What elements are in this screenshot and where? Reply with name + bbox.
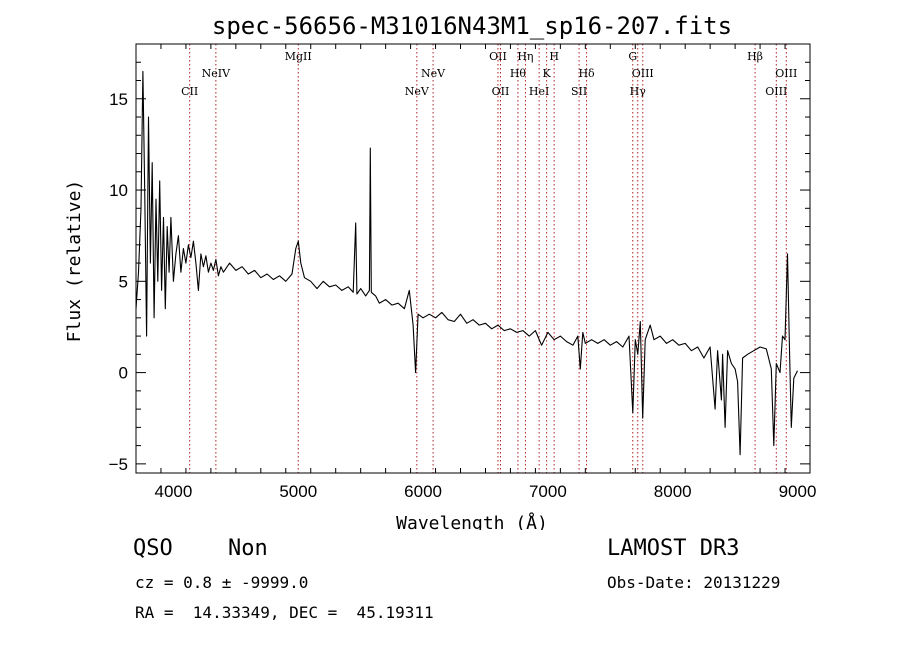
coordinates-text: RA = 14.33349, DEC = 45.19311 [135,603,434,622]
y-axis-label: Flux (relative) [64,180,85,343]
marker-label: OII [489,50,507,63]
marker-label: G [628,50,637,63]
obs-date-text: Obs-Date: 20131229 [607,573,781,592]
marker-label: OIII [765,85,787,98]
marker-label: OIII [632,67,654,80]
y-tick-label: 0 [119,364,128,383]
marker-label: OII [492,85,510,98]
x-axis-label: Wavelength (Å) [396,512,548,530]
marker-label: K [543,67,552,80]
y-tick-label: 5 [119,272,128,291]
marker-label: CII [181,85,198,98]
chart-title: spec-56656-M31016N43M1_sp16-207.fits [212,12,732,40]
marker-label: Hη [517,50,533,63]
x-tick-label: 8000 [654,482,692,501]
marker-label: NeIV [202,67,231,80]
marker-label: HeI [529,85,549,98]
y-tick-label: 10 [109,181,128,200]
y-tick-label: 15 [109,90,128,109]
marker-label: NeV [405,85,430,98]
marker-label: Hγ [630,85,647,98]
y-tick-label: −5 [109,455,128,474]
x-tick-label: 5000 [279,482,317,501]
x-tick-label: 4000 [155,482,193,501]
axes: 4000 5000 6000 7000 8000 9000 −5 0 5 10 15 [109,43,817,501]
redshift-text: cz = 0.8 ± -9999.0 [135,573,309,592]
marker-label: SII [571,85,587,98]
spectrum-chart: spec-56656-M31016N43M1_sp16-207.fits Wav… [64,12,817,534]
marker-label: OIII [775,67,797,80]
marker-label: H [549,50,559,63]
survey-label: LAMOST DR3 [607,536,740,561]
x-tick-label: 7000 [529,482,567,501]
marker-label: Hθ [510,67,527,80]
series-layer [135,70,798,456]
marker-label: MgII [285,50,312,63]
marker-label: NeV [421,67,446,80]
x-tick-label: 6000 [404,482,442,501]
spectrum-line [135,70,798,456]
object-class: QSO [133,536,173,561]
object-subclass: Non [228,536,268,561]
marker-label: Hδ [578,67,595,80]
plot-frame [135,43,811,474]
marker-label: Hβ [747,50,763,63]
x-tick-label: 9000 [779,482,817,501]
